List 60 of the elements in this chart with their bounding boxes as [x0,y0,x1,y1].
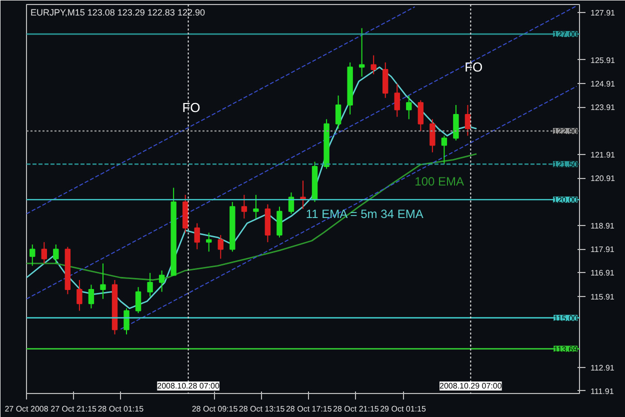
candlestick [100,262,106,300]
y-tick-label: 112.91 [590,363,615,372]
x-tick-label: 28 Oct 21:15 [333,404,380,414]
y-tick-label: 123.91 [590,103,616,112]
candlestick [253,194,259,220]
x-tick-label: 28 Oct 01:15 [98,404,144,414]
candlestick [53,244,59,264]
y-tick-label: 118.91 [590,221,615,230]
ref-line-label: 121.50 [553,160,578,170]
ref-line-label: 120.00 [553,196,578,205]
candlestick [288,192,294,214]
candlestick [206,232,212,252]
candlestick [441,135,448,165]
candlestick [394,83,400,118]
candlestick [382,62,388,98]
candlestick [147,272,153,298]
y-tick-label: 111.91 [590,386,614,396]
line-series [26,153,478,281]
y-tick-label: 115.91 [590,292,615,302]
candlestick [430,118,436,153]
candlestick [158,270,165,292]
candlestick [241,194,248,220]
y-tick-label: 120.91 [590,174,616,184]
ref-line-label: 2008.10.28 07:00 [157,382,220,390]
candlestick [135,286,142,314]
annotation: FO [182,100,200,115]
series-label: 100 EMA [414,174,464,189]
candlestick [41,242,47,264]
candlestick [335,95,342,130]
x-tick-label: 28 Oct 09:15 [192,404,238,414]
candlestick [76,279,82,312]
candlestick [30,244,36,266]
candlestick [218,234,224,260]
x-tick-label: 27 Oct 21:15 [50,404,98,414]
annotation: FO [464,60,483,75]
candlestick [406,95,412,120]
candlestick [276,206,282,238]
candlestick [464,104,471,136]
candlestick [88,284,94,309]
chart-title: EURJPY,M15 123.08 123.29 122.83 122.90 [30,8,205,18]
candlestick [194,222,200,250]
candlestick [453,104,459,141]
y-tick-label: 127.91 [590,8,616,18]
candlestick [370,54,376,75]
y-tick-label: 121.91 [590,150,616,160]
candlestick [358,28,365,78]
x-tick-label: 27 Oct 2008 [4,404,49,414]
y-tick-label: 125.91 [590,56,616,65]
candlestick [418,100,424,132]
ref-line-label: 127.00 [553,30,578,40]
ref-line-label: 115.00 [554,314,578,323]
ref-line-label: 113.69 [554,344,578,354]
y-tick-label: 117.91 [590,245,615,254]
ref-line-label: 122.90 [553,127,578,136]
y-tick-label: 116.91 [590,268,615,278]
x-tick-label: 28 Oct 13:15 [238,404,286,414]
ref-line-label: 2008.10.29 07:00 [440,382,502,390]
x-tick-label: 29 Oct 01:15 [380,404,426,414]
y-tick-label: 124.91 [590,79,616,88]
x-tick-label: 28 Oct 17:15 [286,404,332,414]
